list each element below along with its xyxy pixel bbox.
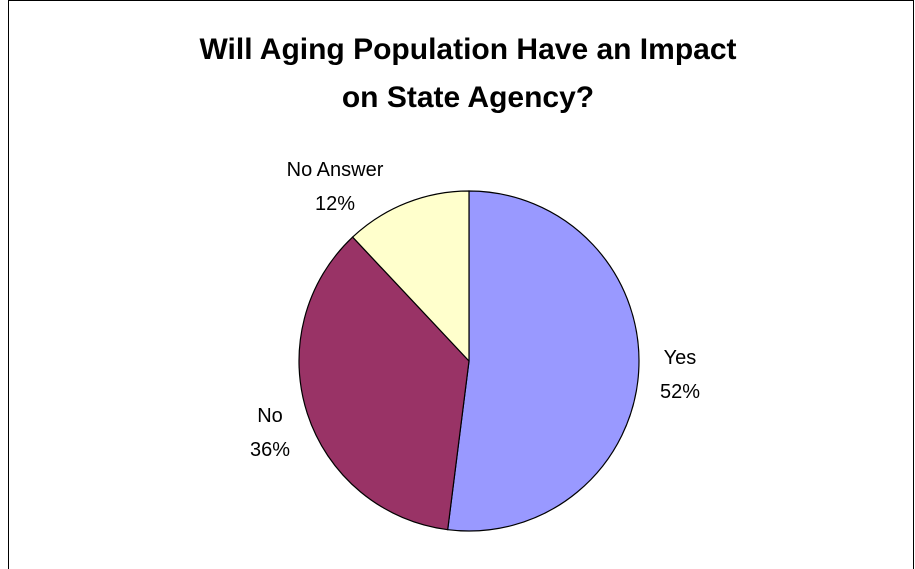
chart-title-line-1: Will Aging Population Have an Impact xyxy=(200,33,737,66)
slice-label-no: No xyxy=(257,405,283,427)
pie-slice-yes xyxy=(448,191,639,531)
slice-value-yes: 52% xyxy=(660,381,700,403)
slice-value-no-answer: 12% xyxy=(315,193,355,215)
slice-label-no-answer: No Answer xyxy=(287,159,384,181)
pie-slices xyxy=(299,191,639,531)
chart-title-line-2: on State Agency? xyxy=(342,81,594,114)
slice-label-yes: Yes xyxy=(664,347,697,369)
slice-value-no: 36% xyxy=(250,439,290,461)
